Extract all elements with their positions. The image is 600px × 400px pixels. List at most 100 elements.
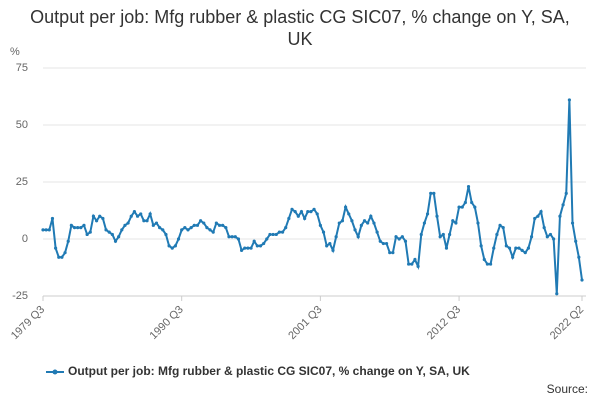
data-point [252,239,256,243]
data-point [224,226,228,230]
data-point [309,210,313,214]
data-point [85,232,89,237]
data-point [142,219,146,223]
data-point [318,223,322,227]
data-point [514,246,518,250]
series-line [43,99,583,294]
data-point [454,221,458,225]
data-point [293,210,297,214]
data-point [466,184,471,189]
data-point [548,232,553,237]
data-point [50,216,55,221]
data-point [397,237,401,241]
data-point [482,257,486,262]
data-point [325,244,329,248]
data-point [186,228,190,232]
data-point [347,212,351,216]
data-point [321,230,326,234]
data-point [448,232,452,237]
data-point [72,226,77,230]
data-point [69,223,73,227]
data-point [110,232,114,237]
data-point [60,255,64,259]
data-point [542,226,546,230]
data-point [274,232,278,237]
data-point [337,221,341,225]
legend-label: Output per job: Mfg rubber & plastic CG … [68,364,470,378]
data-point [227,235,231,239]
data-point [262,241,266,246]
data-point [567,98,571,102]
data-point [488,262,493,266]
data-point [54,246,58,250]
data-point [394,235,398,239]
y-axis-unit: % [10,46,20,58]
data-point [63,251,67,255]
data-point [117,235,121,239]
data-point [113,239,118,243]
data-point [170,246,174,250]
data-point [378,239,382,243]
data-point [167,244,171,248]
data-point [287,216,291,221]
x-tick-label: 2012 Q3 [425,304,463,342]
data-point [306,210,310,214]
data-point [498,223,502,227]
data-point [290,207,294,211]
data-point [460,205,464,209]
data-point [120,228,124,232]
data-point [523,251,527,255]
x-tick-label: 1990 Q3 [148,304,186,342]
data-point [451,219,455,223]
data-point [158,226,162,230]
y-tick-label: 0 [22,233,28,245]
data-point [41,228,45,232]
data-point [148,212,152,216]
y-tick-label: 25 [16,176,28,188]
data-point [416,264,420,268]
data-point [123,223,127,227]
data-point [577,255,581,259]
data-point [391,251,395,255]
data-point [98,214,102,218]
data-point [173,244,177,248]
data-point [255,244,259,248]
data-point [580,278,584,282]
data-point [107,230,111,234]
data-point [422,221,426,225]
data-point [369,214,373,218]
data-point [388,251,392,255]
data-point [381,241,386,246]
data-point [331,248,335,252]
data-point [249,246,253,250]
data-point [132,210,137,214]
data-point [343,205,348,209]
chart-title: Output per job: Mfg rubber & plastic CG … [30,7,570,49]
data-point [189,226,193,230]
data-point [161,228,165,232]
data-point [492,246,496,250]
data-point [192,223,196,227]
y-tick-label: 50 [16,119,28,131]
data-point [303,216,307,221]
data-point [372,221,376,225]
data-point [366,221,370,225]
data-point [570,221,575,225]
data-point [180,228,184,232]
data-point [246,246,250,250]
data-point [350,219,354,223]
data-point [79,226,83,230]
data-point [205,226,209,230]
data-point [526,246,531,250]
data-point [533,216,537,221]
data-point [44,228,48,232]
data-point [435,214,439,218]
data-point [438,235,442,239]
data-point [419,232,423,237]
data-point [429,191,433,195]
data-point [199,219,203,223]
data-point [504,244,508,248]
data-point [552,237,556,241]
